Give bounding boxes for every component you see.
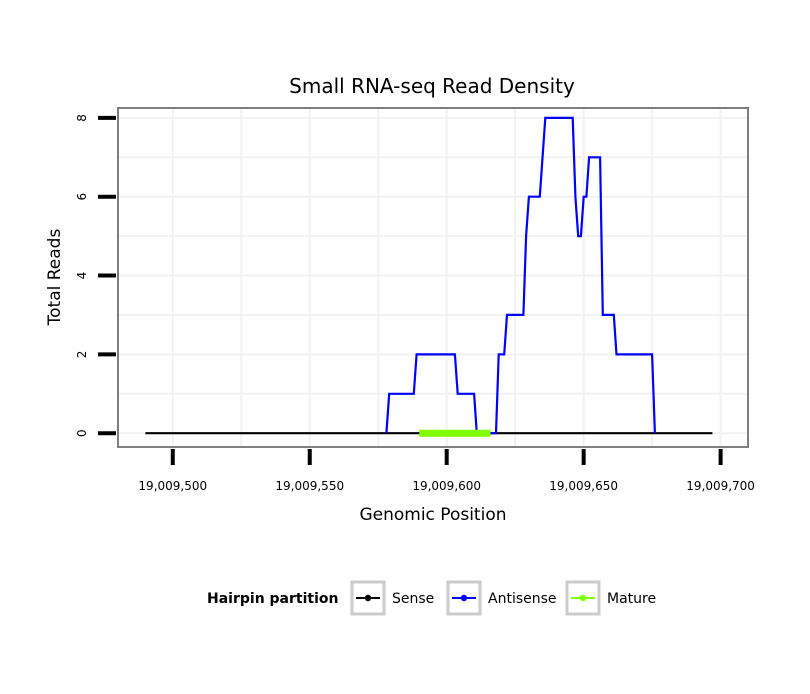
axis-ticks: 19,009,500 19,009,550 19,009,600 19,009,650…: [75, 114, 755, 493]
x-tick-label: 19,009,500: [138, 479, 207, 493]
y-tick-label: 0: [75, 429, 89, 437]
legend-item-mature: Mature: [565, 580, 656, 616]
legend-point-sense: [364, 594, 372, 602]
x-tick-label: 19,009,700: [686, 479, 755, 493]
legend: Hairpin partition Sense Antisense Mature: [207, 580, 656, 616]
legend-point-mature: [579, 594, 587, 602]
chart-title: Small RNA-seq Read Density: [289, 74, 575, 98]
series-line-antisense: [385, 116, 656, 435]
y-tick-label: 2: [75, 351, 89, 359]
y-axis-label: Total Reads: [45, 229, 65, 327]
x-axis-label: Genomic Position: [359, 505, 506, 525]
legend-label-antisense: Antisense: [488, 591, 557, 607]
grid-lines: [118, 108, 748, 447]
series-lines: [145, 116, 713, 437]
plot-panel-border: [117, 107, 749, 448]
legend-point-antisense: [460, 594, 468, 602]
y-tick-label: 6: [75, 193, 89, 201]
legend-label-sense: Sense: [392, 591, 434, 607]
legend-title: Hairpin partition: [207, 591, 338, 607]
x-tick-label: 19,009,650: [549, 479, 618, 493]
legend-item-sense: Sense: [350, 580, 434, 616]
y-tick-label: 4: [75, 272, 89, 280]
x-tick-label: 19,009,550: [275, 479, 344, 493]
y-tick-label: 8: [75, 114, 89, 122]
x-tick-label: 19,009,600: [412, 479, 481, 493]
legend-label-mature: Mature: [607, 591, 656, 607]
legend-item-antisense: Antisense: [446, 580, 557, 616]
